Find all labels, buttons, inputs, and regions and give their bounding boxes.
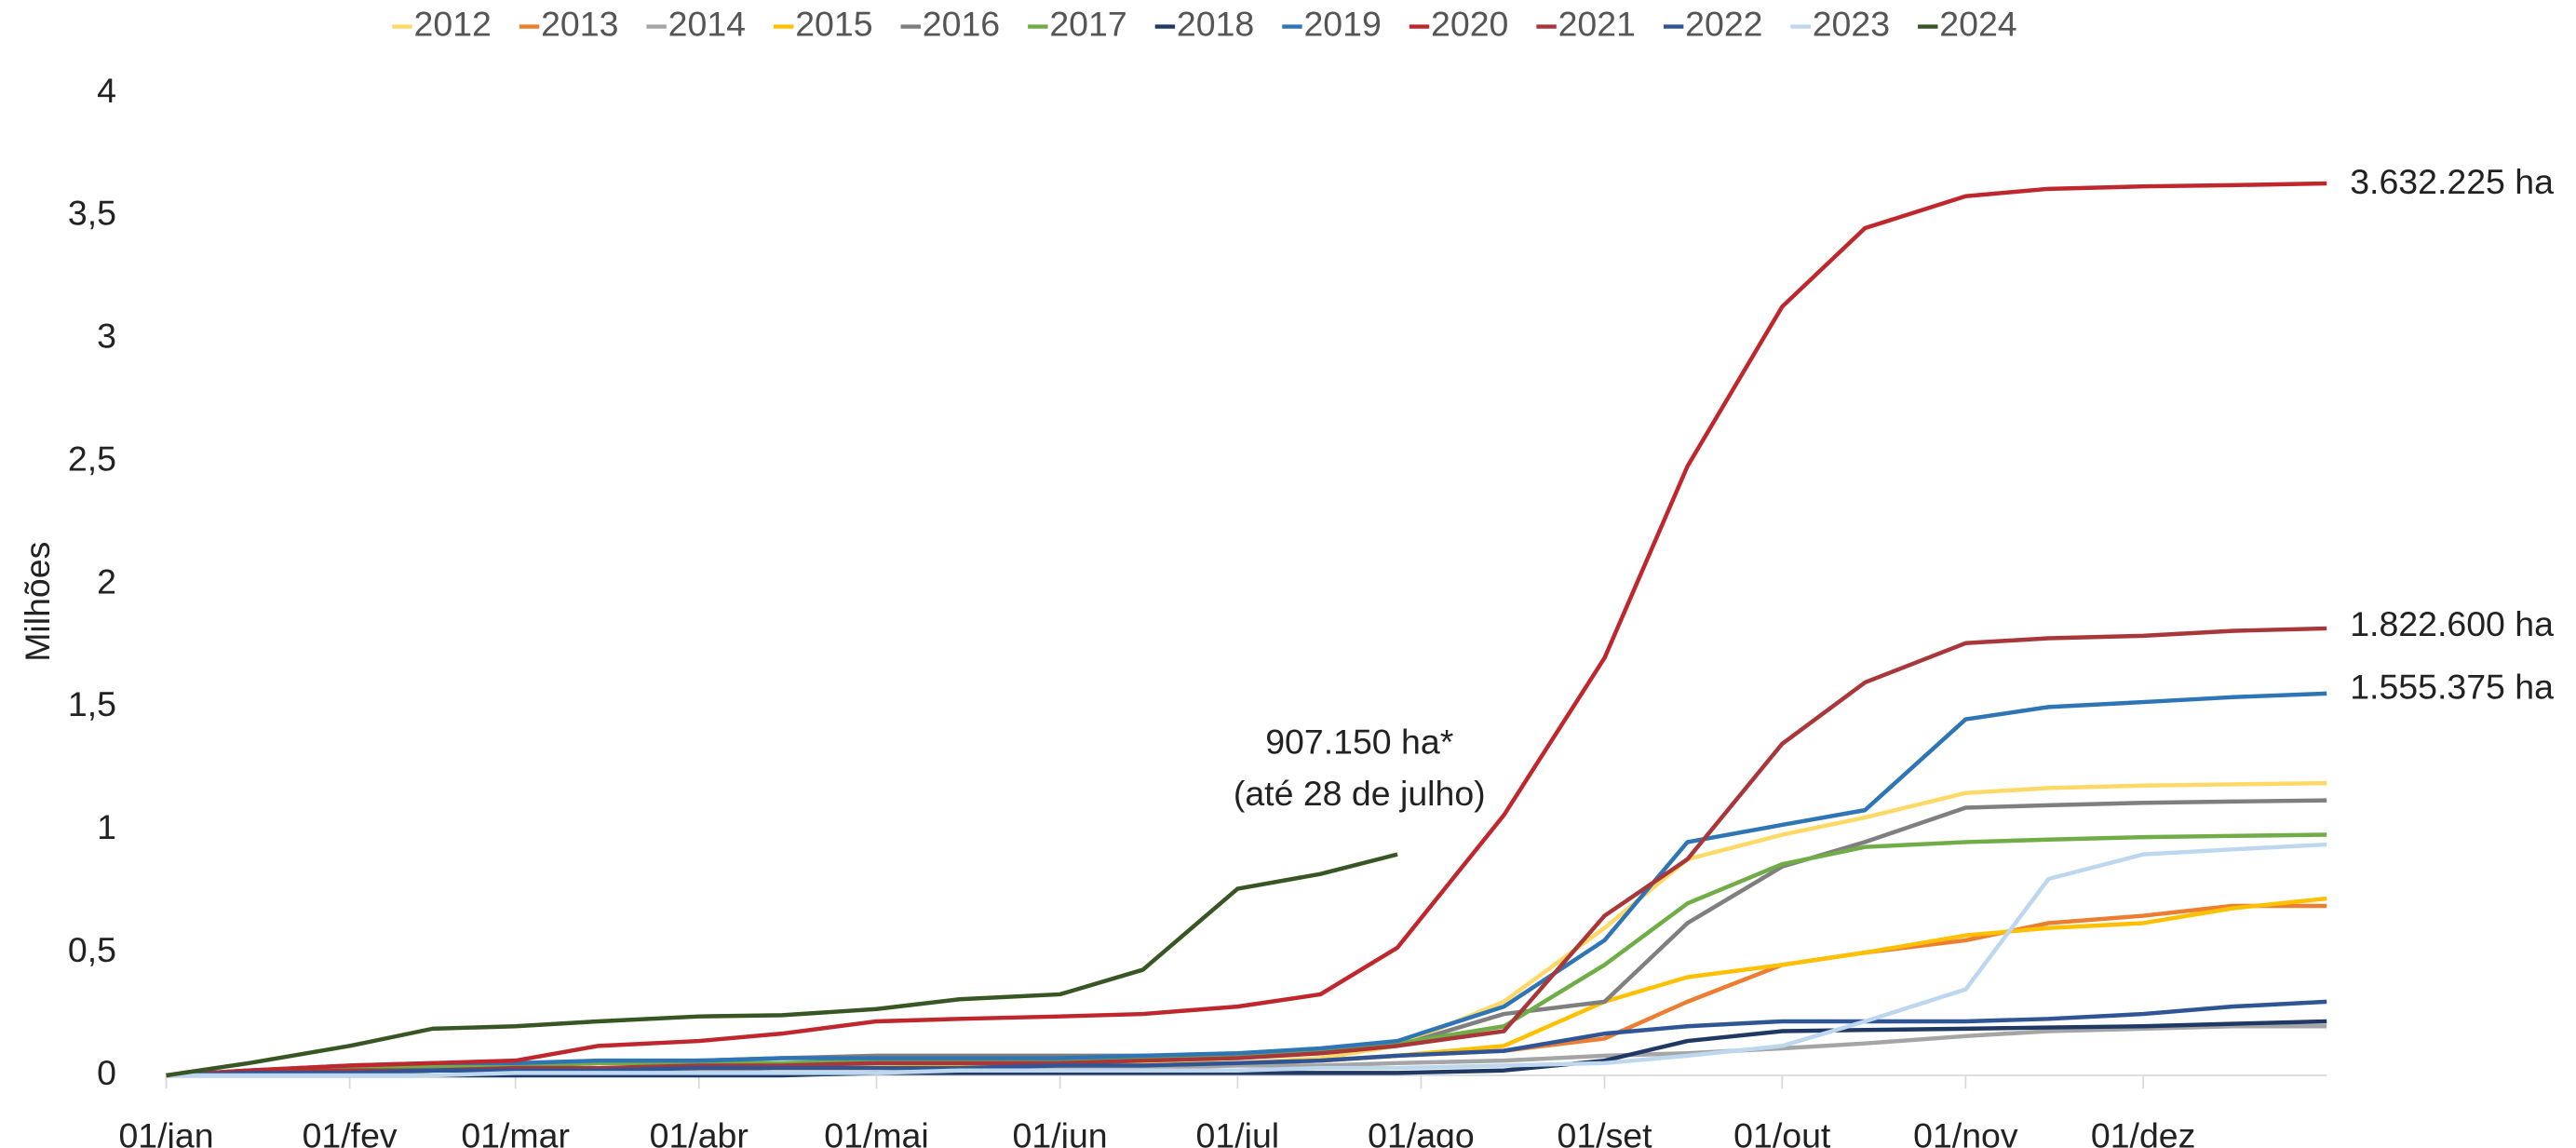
y-tick-label: 3 bbox=[97, 317, 116, 356]
series-line bbox=[166, 691, 2327, 1078]
legend-label: 2019 bbox=[1303, 4, 1381, 43]
legend-item: 2019 bbox=[1282, 4, 1382, 43]
y-tick-label: 1,5 bbox=[68, 684, 116, 723]
annotation: 907.150 ha* bbox=[1265, 723, 1453, 762]
x-tick-label: 01/out bbox=[1733, 1116, 1831, 1148]
annotation: (até 28 de julho) bbox=[1234, 774, 1486, 813]
x-tick-label: 01/mar bbox=[461, 1116, 570, 1148]
legend-label: 2013 bbox=[541, 4, 618, 43]
annotation: 1.555.375 ha bbox=[2350, 668, 2554, 707]
legend-label: 2012 bbox=[414, 4, 492, 43]
legend-item: 2023 bbox=[1790, 4, 1890, 43]
legend-label: 2020 bbox=[1431, 4, 1508, 43]
legend-label: 2017 bbox=[1049, 4, 1126, 43]
legend-label: 2016 bbox=[923, 4, 1000, 43]
series-line bbox=[166, 999, 2327, 1078]
y-tick-label: 2 bbox=[97, 561, 116, 601]
annotation: 1.822.600 ha bbox=[2350, 604, 2554, 643]
x-tick-label: 01/mai bbox=[824, 1116, 928, 1148]
legend-item: 2018 bbox=[1154, 4, 1254, 43]
series-line bbox=[166, 842, 2327, 1078]
series-line bbox=[166, 780, 2327, 1078]
series-line bbox=[166, 896, 2327, 1078]
x-tick-label: 01/nov bbox=[1913, 1116, 2018, 1148]
legend-label: 2021 bbox=[1558, 4, 1636, 43]
legend-item: 2024 bbox=[1918, 4, 2017, 43]
legend-item: 2016 bbox=[900, 4, 1000, 43]
legend-label: 2014 bbox=[668, 4, 746, 43]
legend-item: 2022 bbox=[1663, 4, 1763, 43]
x-tick-label: 01/dez bbox=[2091, 1116, 2196, 1148]
y-tick-label: 2,5 bbox=[68, 439, 116, 479]
x-tick-label: 01/abr bbox=[650, 1116, 749, 1148]
y-tick-label: 4 bbox=[97, 71, 116, 110]
x-tick-label: 01/ago bbox=[1368, 1116, 1475, 1148]
legend-item: 2021 bbox=[1536, 4, 1636, 43]
x-tick-label: 01/fev bbox=[303, 1116, 398, 1148]
legend-label: 2015 bbox=[795, 4, 872, 43]
x-tick-label: 01/set bbox=[1557, 1116, 1652, 1148]
annotation: 3.632.225 ha bbox=[2350, 162, 2554, 201]
series-line bbox=[166, 1019, 2327, 1078]
x-tick-label: 01/jan bbox=[118, 1116, 213, 1148]
legend-label: 2018 bbox=[1177, 4, 1254, 43]
series-line bbox=[166, 832, 2327, 1078]
y-tick-label: 0 bbox=[97, 1053, 116, 1092]
legend-item: 2013 bbox=[519, 4, 618, 43]
legend-item: 2012 bbox=[392, 4, 492, 43]
x-tick-label: 01/jun bbox=[1013, 1116, 1108, 1148]
y-tick-label: 3,5 bbox=[68, 194, 116, 233]
y-tick-label: 1 bbox=[97, 807, 116, 846]
legend-label: 2022 bbox=[1685, 4, 1762, 43]
legend-label: 2024 bbox=[1939, 4, 2016, 43]
legend-item: 2015 bbox=[773, 4, 873, 43]
legend-label: 2023 bbox=[1813, 4, 1890, 43]
series-line bbox=[166, 852, 1398, 1078]
y-axis-label: Milhões bbox=[18, 542, 57, 662]
legend-item: 2020 bbox=[1409, 4, 1508, 43]
legend-item: 2014 bbox=[646, 4, 746, 43]
y-tick-label: 0,5 bbox=[68, 930, 116, 969]
x-tick-label: 01/jul bbox=[1196, 1116, 1280, 1148]
legend-item: 2017 bbox=[1028, 4, 1127, 43]
series-line bbox=[166, 181, 2327, 1078]
series-line bbox=[166, 626, 2327, 1078]
